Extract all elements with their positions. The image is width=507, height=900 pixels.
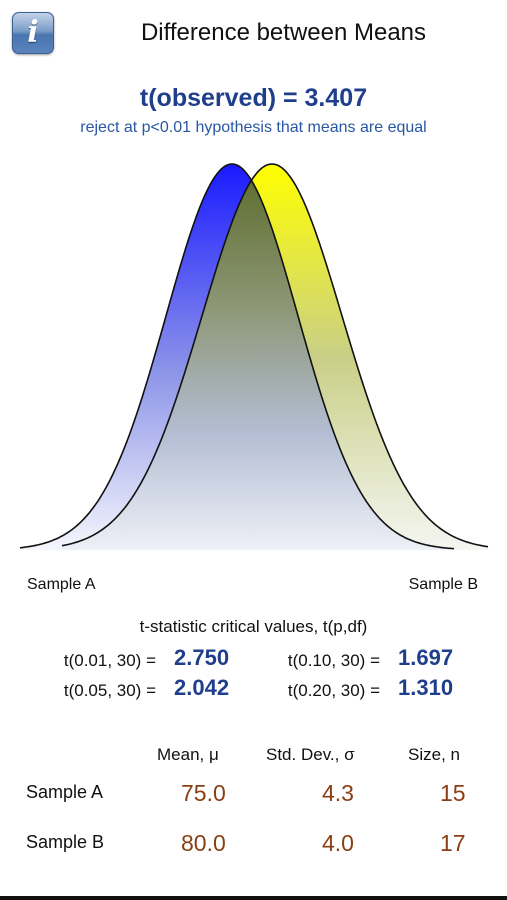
critical-value-0-10: t(0.10, 30) = 1.697	[274, 645, 464, 671]
info-icon: i	[27, 15, 39, 50]
bottom-divider	[0, 896, 507, 900]
critical-value-0-20: t(0.20, 30) = 1.310	[274, 675, 464, 701]
distribution-curves	[19, 163, 489, 550]
column-header-std-dev: Std. Dev., σ	[266, 745, 355, 764]
critical-value: 2.750	[174, 645, 230, 670]
critical-value-0-01: t(0.01, 30) = 2.750	[50, 645, 240, 671]
critical-value: 1.310	[398, 675, 454, 700]
title-bar: i Difference between Means	[0, 0, 507, 70]
critical-label: t(0.10, 30) =	[287, 651, 380, 670]
hypothesis-verdict: reject at p<0.01 hypothesis that means a…	[80, 119, 427, 136]
sample-b-size[interactable]: 17	[440, 830, 466, 856]
column-header-mean: Mean, μ	[157, 745, 219, 764]
sample-a-size[interactable]: 15	[440, 780, 466, 806]
row-label-sample-b: Sample B	[26, 832, 105, 852]
critical-label: t(0.20, 30) =	[287, 681, 380, 700]
critical-value: 2.042	[174, 675, 230, 700]
sample-b-mean[interactable]: 80.0	[181, 830, 226, 856]
t-observed: t(observed) = 3.407	[139, 84, 368, 112]
critical-values-heading: t-statistic critical values, t(p,df)	[139, 617, 368, 636]
critical-value: 1.697	[398, 645, 454, 670]
sample-b-std-dev[interactable]: 4.0	[322, 830, 354, 856]
critical-label: t(0.01, 30) =	[63, 651, 156, 670]
sample-a-curve-line	[19, 163, 455, 550]
sample-a-mean[interactable]: 75.0	[181, 780, 226, 806]
sample-a-std-dev[interactable]: 4.3	[322, 780, 354, 806]
row-label-sample-a: Sample A	[26, 782, 104, 802]
critical-label: t(0.05, 30) =	[63, 681, 156, 700]
critical-value-0-05: t(0.05, 30) = 2.042	[50, 675, 240, 701]
sample-b-label: Sample B	[408, 576, 478, 593]
sample-b-curve-line	[61, 163, 489, 548]
column-header-size: Size, n	[408, 745, 460, 764]
sample-a-label: Sample A	[27, 576, 96, 593]
info-button[interactable]: i	[12, 12, 54, 54]
page-title: Difference between Means	[140, 19, 427, 46]
